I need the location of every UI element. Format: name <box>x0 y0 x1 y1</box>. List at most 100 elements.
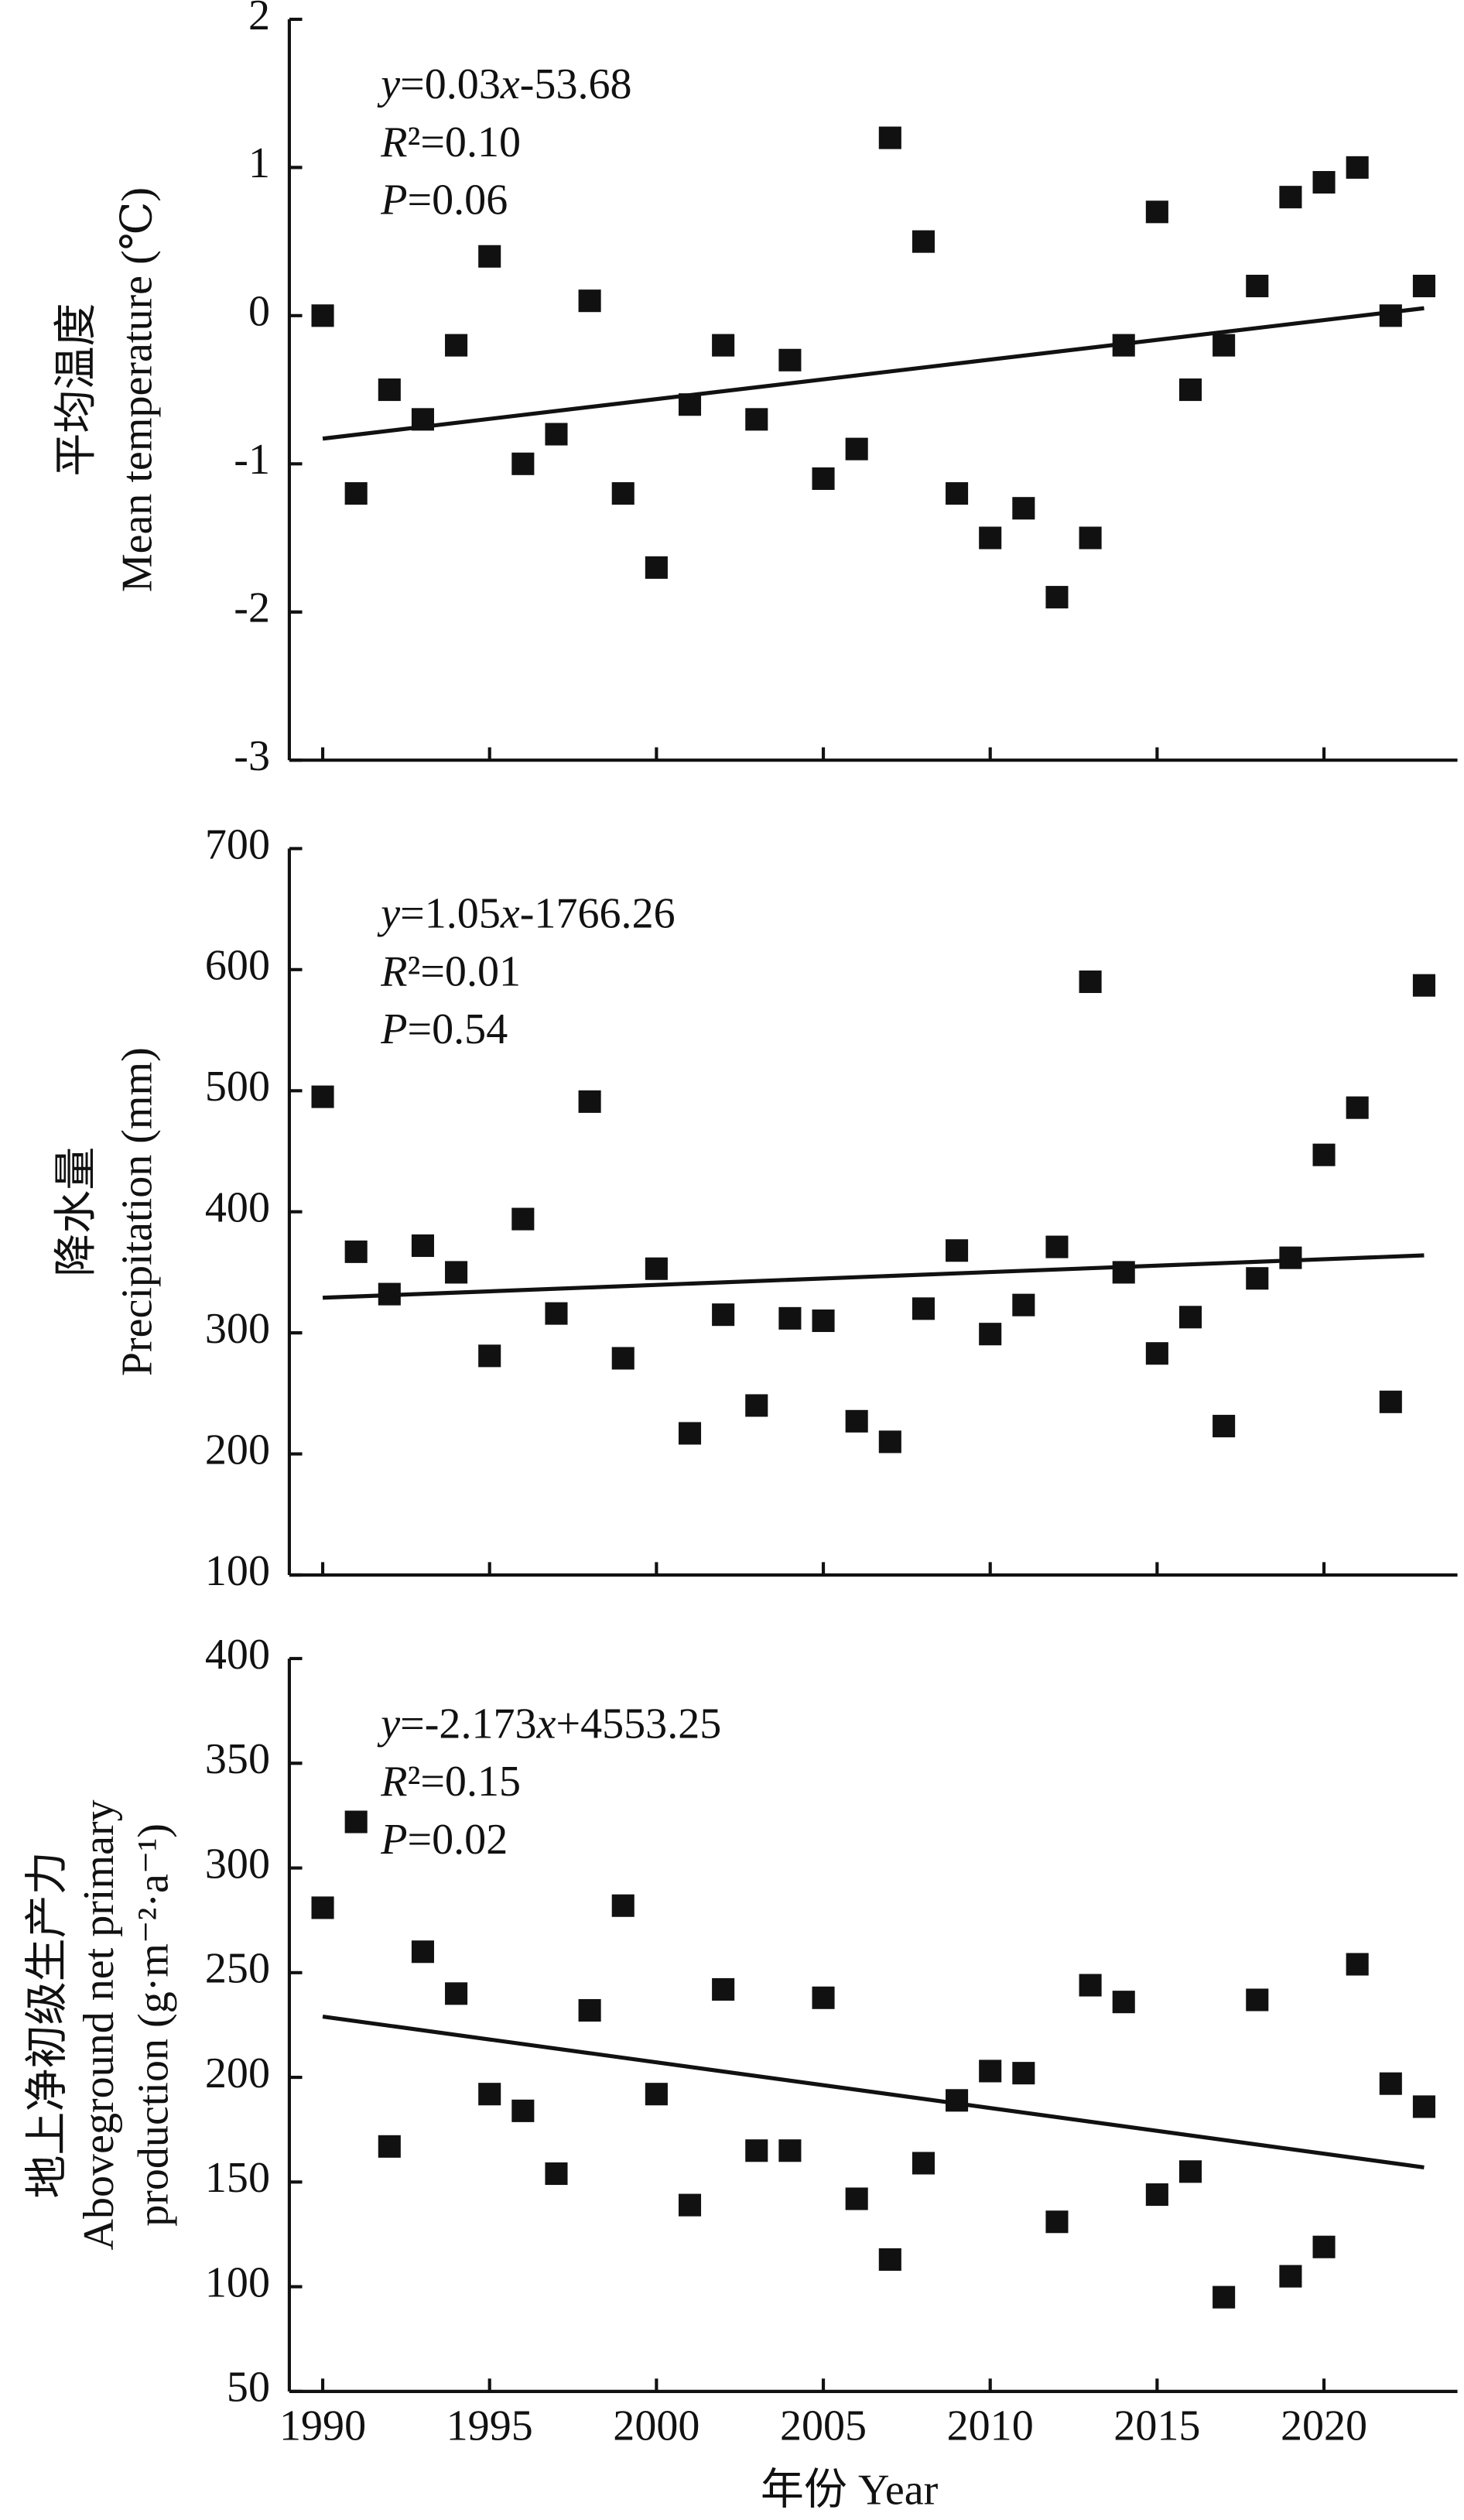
data-point <box>445 1261 468 1284</box>
data-point <box>611 1894 635 1917</box>
data-point <box>1045 2210 1069 2234</box>
data-point <box>511 2099 535 2122</box>
y-tick-label: -1 <box>234 436 270 484</box>
data-point <box>712 1977 735 2001</box>
data-point <box>545 423 568 446</box>
data-point <box>946 1239 969 1262</box>
data-point <box>1012 2062 1035 2085</box>
data-point <box>1079 1974 1102 1997</box>
data-point <box>411 1940 434 1964</box>
data-point <box>845 2187 868 2210</box>
data-point <box>578 1090 601 1113</box>
data-point <box>1379 304 1402 327</box>
data-point <box>979 526 1002 550</box>
y-tick-label: 100 <box>205 2258 270 2306</box>
data-point <box>311 1085 334 1108</box>
data-point <box>979 2059 1002 2083</box>
annotation: y=0.03x-53.68 <box>377 60 631 108</box>
x-axis-label: 年份 Year <box>761 2467 939 2515</box>
data-point <box>1213 1415 1236 1438</box>
data-point <box>778 348 802 371</box>
data-point <box>812 467 835 490</box>
annotation: R²=0.01 <box>380 947 521 995</box>
data-point <box>478 245 501 268</box>
y-tick-label: -3 <box>234 732 270 780</box>
y-axis-label: 平均温度 <box>53 303 101 476</box>
y-tick-label: 200 <box>205 2049 270 2097</box>
data-point <box>1312 170 1336 194</box>
data-point <box>1178 1306 1202 1329</box>
data-point <box>344 1240 368 1263</box>
annotation: P=0.54 <box>380 1005 508 1053</box>
data-point <box>845 437 868 461</box>
y-tick-label: 350 <box>205 1735 270 1783</box>
data-point <box>344 482 368 505</box>
trend-line <box>322 2015 1425 2169</box>
data-point <box>1079 970 1102 994</box>
data-point <box>1178 2160 1202 2183</box>
data-point <box>878 2248 901 2271</box>
y-tick-label: 300 <box>205 1305 270 1353</box>
annotation: R²=0.10 <box>380 118 521 166</box>
data-point <box>645 556 668 579</box>
data-point <box>378 378 401 402</box>
data-point <box>878 1430 901 1453</box>
data-point <box>678 2193 702 2217</box>
data-point <box>411 1234 434 1258</box>
data-point <box>1012 1293 1035 1316</box>
y-tick-label: 150 <box>205 2154 270 2202</box>
x-tick-label: 2020 <box>1281 2402 1367 2450</box>
data-point <box>1379 1390 1402 1413</box>
data-point <box>545 1302 568 1325</box>
y-tick-label: -2 <box>234 584 270 632</box>
data-point <box>745 408 768 431</box>
data-point <box>311 304 334 327</box>
data-point <box>1412 974 1435 997</box>
data-point <box>645 1257 668 1280</box>
data-point <box>645 2083 668 2106</box>
y-axis-label: Precipitation (mm) <box>114 1047 162 1376</box>
y-axis-label: Mean temperature (℃) <box>114 187 162 592</box>
data-point <box>1312 2235 1336 2258</box>
y-axis-label: 降水量 <box>53 1147 101 1277</box>
data-point <box>745 2139 768 2162</box>
annotation: P=0.06 <box>380 176 508 224</box>
data-point <box>979 1323 1002 1346</box>
data-point <box>611 482 635 505</box>
data-point <box>912 2152 935 2175</box>
data-point <box>344 1810 368 1834</box>
data-point <box>1213 334 1236 357</box>
annotation: y=1.05x-1766.26 <box>377 890 675 938</box>
data-point <box>578 289 601 313</box>
y-tick-label: 1 <box>248 139 270 187</box>
data-point <box>778 2139 802 2162</box>
data-point <box>1412 275 1435 298</box>
data-point <box>511 1207 535 1231</box>
data-point <box>745 1394 768 1417</box>
data-point <box>511 452 535 475</box>
data-point <box>1145 200 1168 224</box>
data-point <box>812 1986 835 2009</box>
y-tick-label: 50 <box>227 2364 270 2412</box>
data-point <box>1145 1342 1168 1365</box>
x-tick-label: 2010 <box>947 2402 1034 2450</box>
data-point <box>311 1896 334 1919</box>
y-axis-label: Aboveground net primary <box>75 1799 123 2250</box>
data-point <box>1279 186 1302 209</box>
annotation: y=-2.173x+4553.25 <box>377 1700 721 1748</box>
x-tick-label: 1990 <box>279 2402 366 2450</box>
y-tick-label: 2 <box>248 0 270 39</box>
data-point <box>1012 497 1035 520</box>
y-tick-label: 700 <box>205 820 270 868</box>
data-point <box>445 334 468 357</box>
data-point <box>912 1297 935 1320</box>
y-tick-label: 600 <box>205 942 270 990</box>
data-point <box>712 334 735 357</box>
data-point <box>1213 2285 1236 2309</box>
y-axis-label: production (g·m⁻²·a⁻¹) <box>129 1823 177 2227</box>
data-point <box>712 1303 735 1327</box>
annotation: P=0.02 <box>380 1816 508 1864</box>
data-point <box>1112 1991 1135 2014</box>
data-point <box>1346 1096 1369 1119</box>
